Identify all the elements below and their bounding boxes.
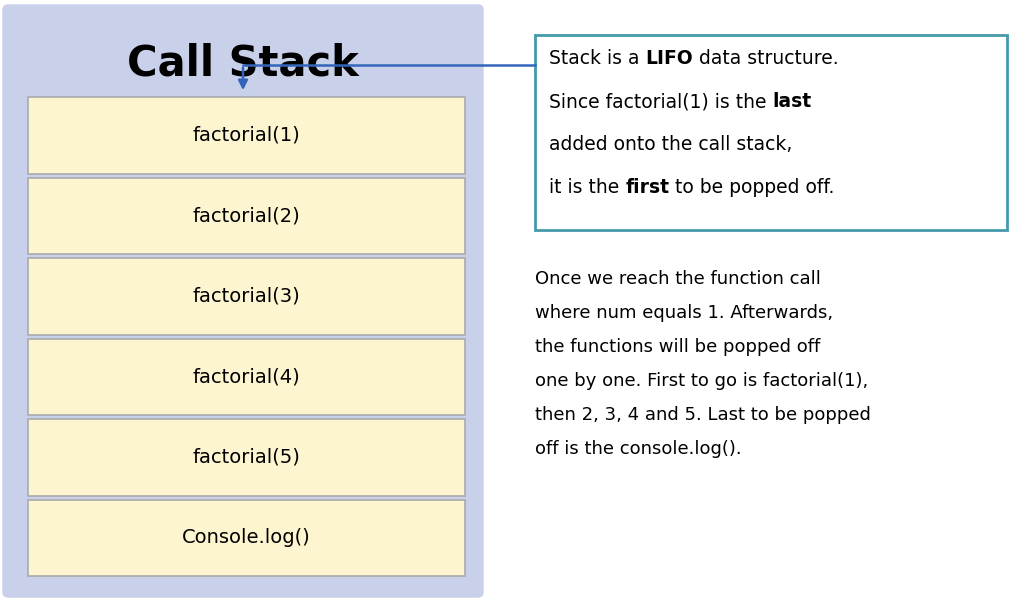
Text: one by one. First to go is factorial(1),: one by one. First to go is factorial(1), [535, 372, 868, 390]
FancyBboxPatch shape [28, 499, 465, 576]
Text: then 2, 3, 4 and 5. Last to be popped: then 2, 3, 4 and 5. Last to be popped [535, 406, 870, 424]
Text: factorial(4): factorial(4) [193, 367, 300, 386]
FancyBboxPatch shape [535, 35, 1007, 230]
Text: the functions will be popped off: the functions will be popped off [535, 338, 820, 356]
Text: LIFO: LIFO [645, 49, 693, 68]
Text: factorial(3): factorial(3) [193, 287, 300, 306]
Text: factorial(1): factorial(1) [193, 126, 300, 145]
Text: Since factorial(1) is the: Since factorial(1) is the [549, 92, 772, 111]
FancyBboxPatch shape [28, 97, 465, 173]
Text: Stack is a: Stack is a [549, 49, 645, 68]
Text: last: last [772, 92, 812, 111]
Text: Once we reach the function call: Once we reach the function call [535, 270, 821, 288]
Text: factorial(2): factorial(2) [193, 206, 300, 225]
FancyBboxPatch shape [28, 338, 465, 415]
FancyBboxPatch shape [28, 258, 465, 335]
Text: data structure.: data structure. [693, 49, 839, 68]
Text: to be popped off.: to be popped off. [670, 178, 835, 197]
Text: it is the: it is the [549, 178, 626, 197]
Text: Call Stack: Call Stack [127, 42, 358, 84]
Text: where num equals 1. Afterwards,: where num equals 1. Afterwards, [535, 304, 834, 322]
Text: Console.log(): Console.log() [182, 528, 311, 547]
FancyBboxPatch shape [28, 419, 465, 496]
Text: added onto the call stack,: added onto the call stack, [549, 135, 793, 154]
Text: off is the console.log().: off is the console.log(). [535, 440, 741, 458]
FancyBboxPatch shape [28, 178, 465, 254]
Text: first: first [626, 178, 670, 197]
Text: factorial(5): factorial(5) [193, 448, 300, 467]
FancyBboxPatch shape [3, 5, 483, 597]
